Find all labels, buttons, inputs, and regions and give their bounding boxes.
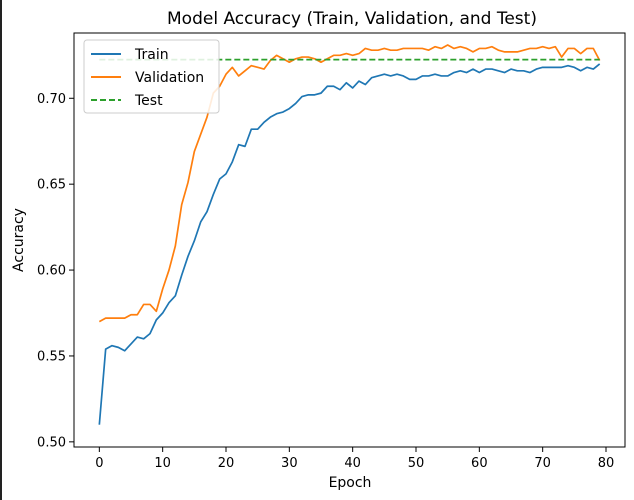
y-tick-label: 0.60 [37, 264, 66, 279]
x-axis-ticks: 0 10 20 30 40 50 60 70 80 [95, 447, 614, 471]
x-axis-label: Epoch [329, 475, 372, 491]
y-tick-label: 0.50 [37, 435, 66, 450]
legend-label-validation: Validation [135, 70, 204, 86]
x-tick-label: 70 [534, 456, 551, 471]
legend: Train Validation Test [83, 39, 220, 114]
window-left-edge [0, 0, 2, 500]
x-tick-label: 0 [95, 456, 103, 471]
legend-label-test: Test [134, 93, 163, 109]
x-tick-label: 10 [154, 456, 171, 471]
y-tick-label: 0.55 [37, 349, 66, 364]
legend-box [83, 39, 220, 114]
x-tick-label: 20 [218, 456, 235, 471]
x-tick-label: 30 [281, 456, 298, 471]
y-axis-ticks: 0.50 0.55 0.60 0.65 0.70 [37, 92, 74, 450]
x-tick-label: 40 [344, 456, 361, 471]
series-line-validation [98, 44, 601, 323]
x-tick-label: 50 [408, 456, 425, 471]
y-axis-label: Accuracy [11, 208, 27, 272]
chart-title: Model Accuracy (Train, Validation, and T… [167, 9, 537, 29]
y-tick-label: 0.70 [37, 92, 66, 107]
plot-frame [73, 32, 626, 448]
y-tick-label: 0.65 [37, 178, 66, 193]
x-tick-label: 80 [598, 456, 615, 471]
legend-label-train: Train [134, 47, 169, 63]
x-tick-label: 60 [471, 456, 488, 471]
series-line-train [98, 63, 601, 425]
